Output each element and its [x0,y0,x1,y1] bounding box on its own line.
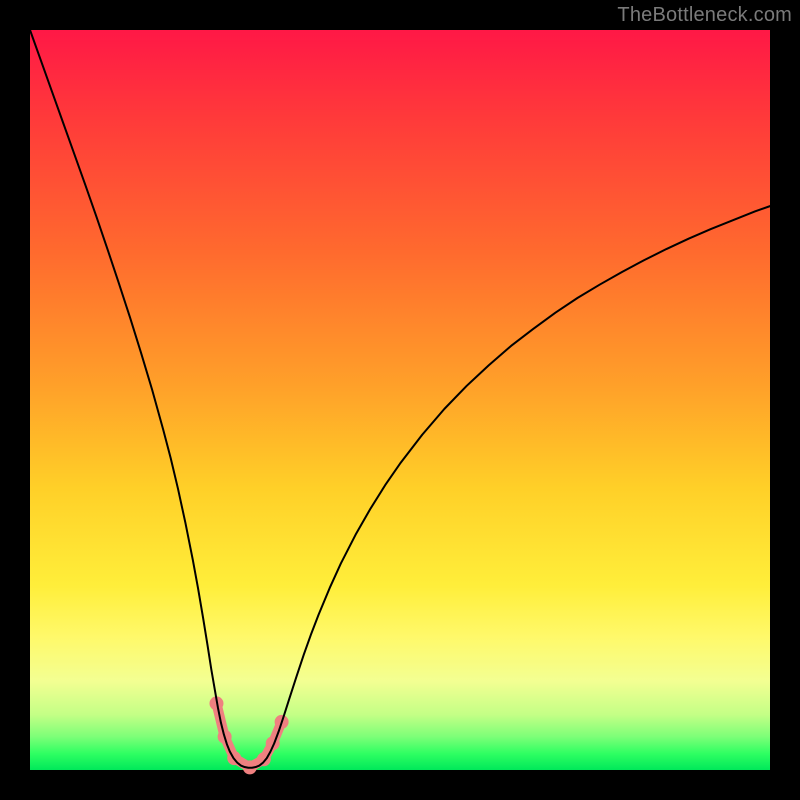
plot-gradient-area [30,30,770,770]
watermark-text: TheBottleneck.com [617,4,792,27]
bottleneck-curve-chart [0,0,800,800]
chart-canvas: TheBottleneck.com [0,0,800,800]
